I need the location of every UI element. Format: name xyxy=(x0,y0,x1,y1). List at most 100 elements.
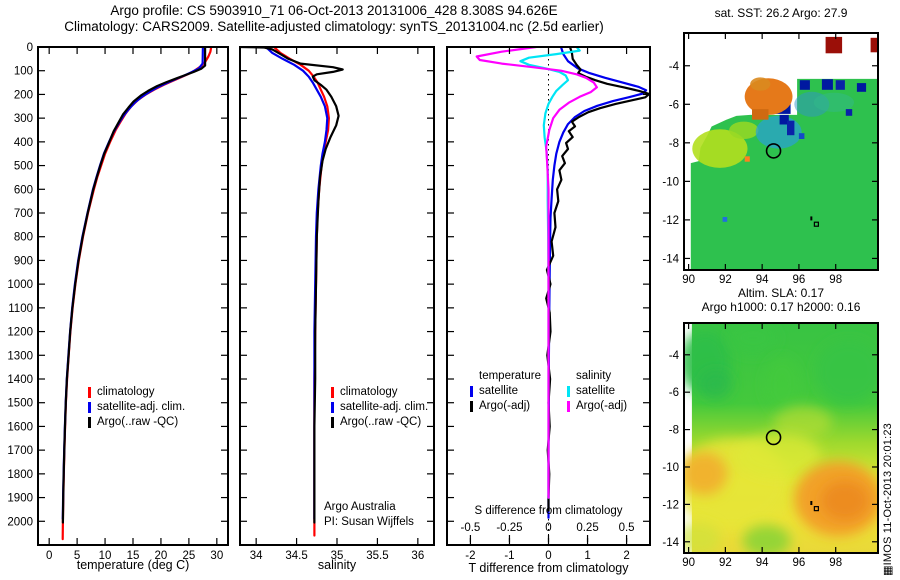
tick-label: 400 xyxy=(14,137,33,149)
series-climatology xyxy=(273,48,330,537)
legend-line-marker xyxy=(470,386,473,397)
tick-label: 1800 xyxy=(7,469,33,481)
legend-entry-label: satellite xyxy=(576,385,615,397)
tick-label: 1 xyxy=(584,550,590,562)
tick-label: 1000 xyxy=(7,279,33,291)
tick-label: -12 xyxy=(662,215,679,227)
tick-label: 98 xyxy=(829,557,842,569)
tick-label: 94 xyxy=(756,557,769,569)
map-feature xyxy=(685,522,721,552)
imos-logo-icon: ▦ xyxy=(882,565,894,576)
map-feature xyxy=(798,133,805,139)
legend-entry-label: climatology xyxy=(97,386,155,398)
tick-label: 35 xyxy=(331,550,344,562)
series-climatology xyxy=(61,48,213,541)
map-feature xyxy=(750,77,771,91)
tick-label: 92 xyxy=(719,557,732,569)
legend-entry-satellite: satellite xyxy=(470,384,541,399)
map-feature xyxy=(692,129,748,168)
tick-label: -6 xyxy=(669,99,679,111)
tick-label: 20 xyxy=(155,550,168,562)
sst-map-panel: 90 92 94 96 98 -4 -6 -8 -10 -12 -14 xyxy=(662,32,879,286)
axes-box xyxy=(239,46,435,546)
tick-label: 1600 xyxy=(7,421,33,433)
tick-label: 1400 xyxy=(7,374,33,386)
map-feature xyxy=(779,114,789,125)
axes-box xyxy=(446,46,651,546)
argo-float-position-marker xyxy=(765,143,782,159)
legend-line-marker xyxy=(567,386,570,397)
map-feature xyxy=(729,324,777,355)
tick-label: 0 xyxy=(46,550,52,562)
legend-line-marker xyxy=(331,387,334,398)
sla-map-panel: 90 92 94 96 98 -4 -6 -8 -10 -12 -14 xyxy=(662,322,879,569)
salinity-axis-label: salinity xyxy=(317,558,357,572)
tick-label: -8 xyxy=(669,138,679,150)
map-feature xyxy=(685,452,728,495)
diff-legend-salinity-column: salinity satellite Argo(-adj) xyxy=(567,369,627,414)
map-feature xyxy=(825,36,843,54)
map-speck xyxy=(810,501,813,506)
argo-float-position-marker xyxy=(765,429,782,446)
map-feature xyxy=(799,80,810,90)
program-note: Argo Australia xyxy=(324,501,396,513)
tick-label: -0.5 xyxy=(461,522,481,534)
tick-label: -6 xyxy=(669,387,679,399)
tick-label: -4 xyxy=(669,61,680,73)
temperature-legend: climatology satellite-adj. clim. Argo(..ra… xyxy=(88,385,185,430)
map-feature xyxy=(744,156,750,162)
difference-profile-series xyxy=(475,48,649,519)
tick-label: 500 xyxy=(14,161,33,173)
tick-label: -8 xyxy=(669,425,679,437)
map-feature xyxy=(815,339,877,404)
map-feature xyxy=(699,369,733,400)
sst-map-title: sat. SST: 26.2 Argo: 27.9 xyxy=(714,6,848,20)
tick-label: 200 xyxy=(14,89,33,101)
pi-note: PI: Susan Wijffels xyxy=(324,516,414,528)
legend-entry-label: climatology xyxy=(340,386,398,398)
tick-label: 98 xyxy=(829,274,842,286)
difference-profile-panel: -2 -1 0 1 2 -0.5 -0.25 0 0.25 0.5 xyxy=(446,46,651,562)
legend-entry-argo-raw-qc-: Argo(..raw -QC) xyxy=(88,415,185,430)
tick-label: 2 xyxy=(623,550,629,562)
tick-label: 2000 xyxy=(7,516,33,528)
map-feature xyxy=(821,79,833,90)
tick-label: 34.5 xyxy=(285,550,307,562)
map-feature xyxy=(870,37,877,53)
tick-label: 10 xyxy=(99,550,112,562)
tick-label: 300 xyxy=(14,113,33,125)
tick-label: 92 xyxy=(719,274,732,286)
legend-entry-label: Argo(..raw -QC) xyxy=(97,416,179,428)
legend-entry-label: satellite xyxy=(479,385,518,397)
map-feature xyxy=(787,120,795,136)
salinity-profile-panel: 34 34.5 35 35.5 36 xyxy=(239,46,435,562)
map-feature xyxy=(742,524,791,552)
tick-label: 0.25 xyxy=(576,522,598,534)
tick-label: 34 xyxy=(250,550,263,562)
tick-label: 800 xyxy=(14,232,33,244)
map-feature xyxy=(835,80,845,90)
sla-map-field xyxy=(685,324,877,552)
map-speck xyxy=(813,221,819,227)
tick-label: 1200 xyxy=(7,327,33,339)
tick-label: -14 xyxy=(662,253,679,265)
series-t-argo-adj- xyxy=(545,48,649,512)
tick-label: 0 xyxy=(27,42,33,54)
legend-entry-satellite: satellite xyxy=(567,384,627,399)
tick-label: 0 xyxy=(545,522,551,534)
legend-line-marker xyxy=(88,402,91,413)
axes-box xyxy=(37,46,229,546)
legend-entry-label: Argo(-adj) xyxy=(479,400,531,412)
tick-label: 96 xyxy=(793,274,806,286)
tick-label: -2 xyxy=(465,550,475,562)
map-feature xyxy=(722,217,728,222)
legend-entry-satellite-adj-clim-: satellite-adj. clim. xyxy=(331,400,428,415)
tick-label: 900 xyxy=(14,255,33,267)
t-diff-axis-label: T difference from climatology xyxy=(468,561,629,575)
tick-label: 15 xyxy=(127,550,140,562)
tick-label: 700 xyxy=(14,208,33,220)
tick-label: 600 xyxy=(14,184,33,196)
map-feature xyxy=(813,92,855,112)
